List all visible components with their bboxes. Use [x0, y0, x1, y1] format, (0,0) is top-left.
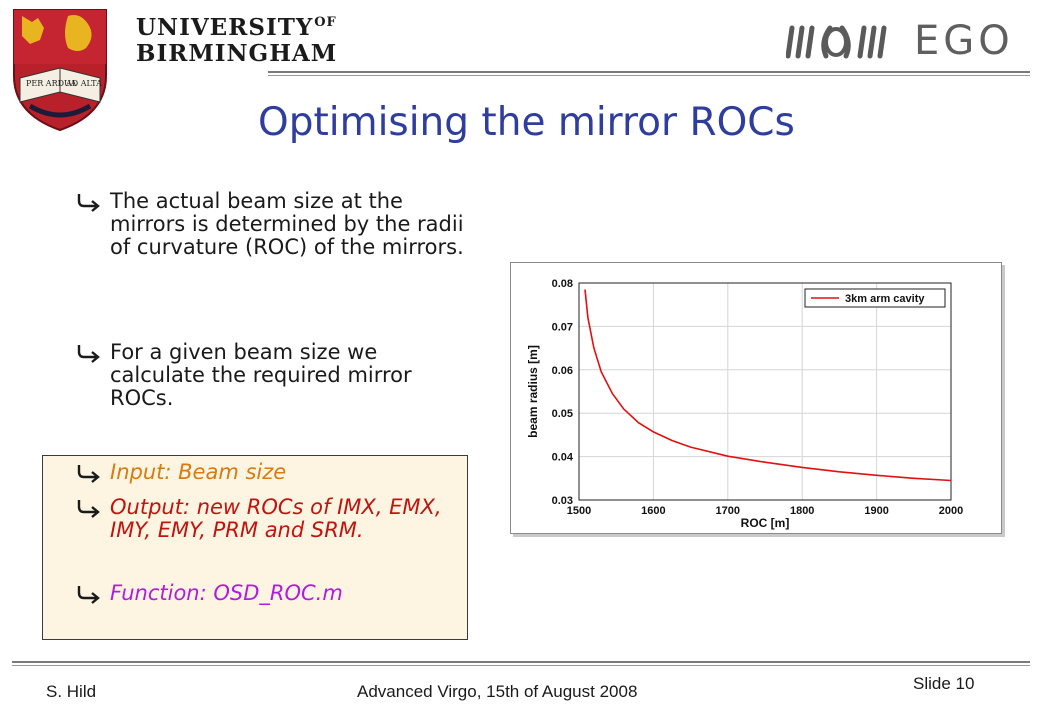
header-divider-thin: [268, 75, 1030, 76]
input-text: Input: Beam size: [110, 460, 287, 484]
legend-box: [804, 288, 946, 308]
university-crest-logo: PER ARDUA AD ALTA: [13, 9, 107, 132]
legend-label: 3km arm cavity: [845, 293, 925, 305]
arrow-bullet-icon: [77, 345, 100, 363]
footer-divider-thin: [12, 665, 1030, 666]
slide-title: Optimising the mirror ROCs: [258, 100, 795, 145]
function-text: Function: OSD_ROC.m: [110, 581, 343, 605]
y-tick-label: 0.08: [552, 278, 573, 290]
ego-logo-icon: [786, 25, 887, 59]
x-tick-label: 2000: [939, 505, 963, 517]
x-tick-label: 1700: [716, 505, 740, 517]
footer-author: S. Hild: [46, 682, 97, 701]
series-line: [584, 289, 952, 482]
bullet-text: For a given beam size we calculate the r…: [110, 340, 412, 410]
plot-area-border: [578, 282, 952, 501]
university-name-line2: BIRMINGHAM: [136, 40, 338, 67]
ego-logo-text: EGO: [914, 18, 1014, 64]
y-tick-label: 0.07: [552, 321, 573, 333]
output-bullet: Output: new ROCs of IMX, EMX, IMY, EMY, …: [76, 496, 466, 542]
university-name-line1: UNIVERSITYOF: [136, 14, 337, 41]
crest-motto-left: PER ARDUA: [26, 79, 77, 88]
bullet-text: The actual beam size at the mirrors is d…: [110, 189, 464, 259]
bullet-item: The actual beam size at the mirrors is d…: [76, 190, 476, 259]
x-tick-label: 1800: [790, 505, 814, 517]
crest-motto-right: AD ALTA: [65, 79, 102, 88]
x-tick-label: 1600: [641, 505, 665, 517]
footer-slide-number: Slide 10: [913, 674, 975, 693]
y-tick-label: 0.05: [552, 408, 573, 420]
function-bullet: Function: OSD_ROC.m: [76, 582, 466, 605]
header-divider: [268, 71, 1030, 73]
function-info-box: [42, 455, 468, 640]
y-tick-label: 0.06: [552, 365, 573, 377]
x-tick-label: 1900: [864, 505, 888, 517]
beam-radius-chart: 1500 1600 1700 1800 1900 2000 0.03 0.04 0.05 0.06…: [510, 262, 1002, 534]
arrow-bullet-icon: [77, 500, 100, 518]
x-axis-label: ROC [m]: [741, 516, 790, 530]
y-axis-label: beam radius [m]: [526, 345, 540, 438]
y-tick-label: 0.03: [552, 495, 573, 507]
y-tick-label: 0.04: [552, 452, 574, 464]
footer-divider: [12, 661, 1030, 663]
arrow-bullet-icon: [77, 586, 100, 604]
output-text: Output: new ROCs of IMX, EMX, IMY, EMY, …: [110, 495, 442, 542]
input-bullet: Input: Beam size: [76, 461, 466, 484]
chart-canvas: 1500 1600 1700 1800 1900 2000 0.03 0.04 0.05 0.06…: [526, 278, 963, 530]
bullet-item: For a given beam size we calculate the r…: [76, 341, 476, 410]
x-tick-label: 1500: [567, 505, 591, 517]
footer-event: Advanced Virgo, 15th of August 2008: [357, 682, 638, 701]
arrow-bullet-icon: [77, 194, 100, 212]
arrow-bullet-icon: [77, 465, 100, 483]
